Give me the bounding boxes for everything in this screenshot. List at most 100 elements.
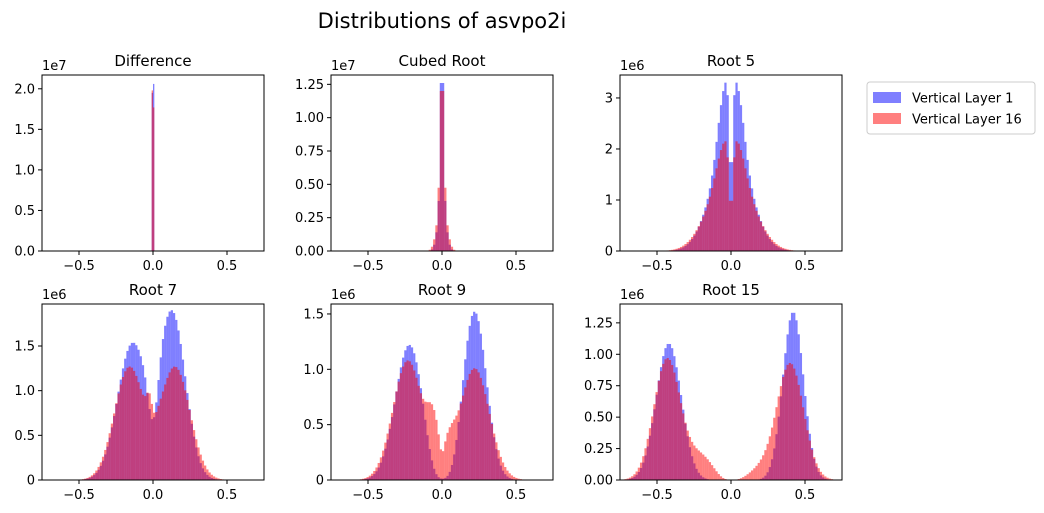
histogram-bar bbox=[810, 449, 814, 480]
y-tick-label: 0.0 bbox=[14, 245, 35, 260]
histogram-bar bbox=[121, 376, 125, 480]
histogram-bar bbox=[384, 442, 387, 480]
histogram-bar bbox=[201, 460, 205, 480]
histogram-bar bbox=[664, 359, 667, 480]
histogram-bar bbox=[150, 403, 153, 480]
x-tick-label: −0.5 bbox=[63, 259, 95, 274]
histogram-bar bbox=[184, 390, 187, 480]
y-tick-label: 1.5 bbox=[14, 339, 35, 354]
histogram-bar bbox=[393, 402, 396, 480]
histogram-bar bbox=[808, 440, 811, 480]
histogram-bar bbox=[668, 360, 672, 480]
histogram-series-2 bbox=[426, 91, 458, 251]
x-tick-label: −0.5 bbox=[63, 488, 95, 503]
histogram-bar bbox=[813, 457, 816, 480]
histogram-bar bbox=[428, 249, 431, 251]
histogram-bar bbox=[437, 434, 440, 480]
histogram-bar bbox=[731, 200, 734, 251]
histogram-bar bbox=[673, 249, 676, 251]
y-tick-label: 0.50 bbox=[295, 178, 324, 193]
subplot-4: −0.5 0.0 0.5 0 0.5 1.0 1.5 1e6 Root 7 bbox=[14, 281, 265, 503]
x-tick-label: 0.0 bbox=[721, 259, 742, 274]
histogram-bar bbox=[515, 477, 518, 480]
histogram-bar bbox=[759, 459, 763, 480]
x-tick-label: 0.0 bbox=[143, 259, 164, 274]
histogram-bar bbox=[777, 245, 780, 251]
histogram-bar bbox=[675, 381, 678, 480]
histogram-bar bbox=[368, 475, 371, 480]
x-tick-label: 0.0 bbox=[143, 488, 164, 503]
subplot-title: Root 5 bbox=[707, 52, 755, 70]
subplot-3: −0.5 0.0 0.5 0 1 2 3 1e6 Root 5 bbox=[605, 52, 843, 274]
histogram-bar bbox=[408, 361, 411, 480]
histogram-bar bbox=[141, 394, 145, 480]
legend-label: Vertical Layer 16 bbox=[912, 113, 1022, 128]
subplot-title: Root 7 bbox=[129, 281, 177, 299]
histogram-bar bbox=[693, 233, 696, 251]
histogram-bar bbox=[499, 456, 502, 480]
y-tick-label: 1.0 bbox=[14, 384, 35, 399]
histogram-bar bbox=[366, 477, 369, 480]
y-offset-label: 1e7 bbox=[42, 59, 67, 74]
histogram-bar bbox=[415, 377, 418, 480]
histogram-bar bbox=[128, 366, 131, 480]
histogram-bar bbox=[135, 375, 138, 480]
histogram-bar bbox=[402, 366, 405, 480]
histogram-bar bbox=[648, 428, 652, 480]
histogram-bar bbox=[824, 476, 827, 480]
histogram-bar bbox=[717, 158, 720, 251]
histogram-bar bbox=[735, 141, 738, 251]
histogram-bar bbox=[95, 470, 98, 480]
histogram-bar bbox=[626, 478, 629, 480]
histogram-bar bbox=[137, 382, 140, 480]
y-tick-label: 0.75 bbox=[584, 379, 613, 394]
histogram-bar bbox=[742, 158, 745, 251]
histogram-bar bbox=[742, 477, 745, 480]
histogram-bar bbox=[793, 368, 796, 480]
histogram-bar bbox=[424, 401, 427, 480]
legend-swatch bbox=[873, 92, 901, 103]
y-tick-label: 1.00 bbox=[295, 111, 324, 126]
histogram-bar bbox=[748, 188, 751, 251]
histogram-bar bbox=[773, 417, 776, 480]
histogram-bar bbox=[682, 245, 685, 251]
histogram-bar bbox=[370, 473, 374, 480]
histogram-bar bbox=[181, 381, 185, 480]
histogram-bar bbox=[206, 469, 209, 480]
histogram-bar bbox=[677, 247, 680, 251]
histogram-bar bbox=[704, 456, 707, 480]
legend-label: Vertical Layer 1 bbox=[912, 92, 1013, 107]
x-tick-label: −0.5 bbox=[641, 488, 673, 503]
histogram-bar bbox=[444, 187, 447, 251]
histogram-bar bbox=[697, 226, 700, 251]
y-tick-label: 0.5 bbox=[14, 429, 35, 444]
histogram-series-2 bbox=[73, 366, 231, 480]
histogram-bar bbox=[177, 369, 180, 480]
histogram-bar bbox=[455, 415, 458, 480]
histogram-bar bbox=[679, 246, 683, 251]
histogram-bar bbox=[157, 405, 160, 480]
histogram-bar bbox=[713, 468, 716, 480]
histogram-bar bbox=[679, 403, 683, 480]
histogram-bar bbox=[666, 358, 669, 480]
histogram-bar bbox=[691, 441, 694, 480]
y-tick-label: 1.5 bbox=[303, 307, 324, 322]
histogram-bar bbox=[84, 478, 87, 480]
histogram-bar bbox=[379, 457, 383, 480]
histogram-bar bbox=[435, 419, 438, 480]
histogram-bar bbox=[768, 436, 771, 480]
histogram-bar bbox=[788, 249, 791, 251]
histogram-bar bbox=[750, 196, 754, 251]
histogram-bar bbox=[770, 239, 774, 251]
histogram-bar bbox=[699, 452, 703, 480]
histogram-bar bbox=[655, 392, 658, 480]
histogram-bar bbox=[768, 236, 771, 251]
histogram-bar bbox=[711, 465, 714, 480]
y-tick-label: 0.00 bbox=[584, 474, 613, 489]
histogram-bar bbox=[404, 362, 407, 480]
histogram-bar bbox=[773, 242, 776, 251]
histogram-bar bbox=[757, 216, 760, 251]
subplot-title: Root 9 bbox=[418, 281, 466, 299]
histogram-bar bbox=[684, 244, 687, 251]
